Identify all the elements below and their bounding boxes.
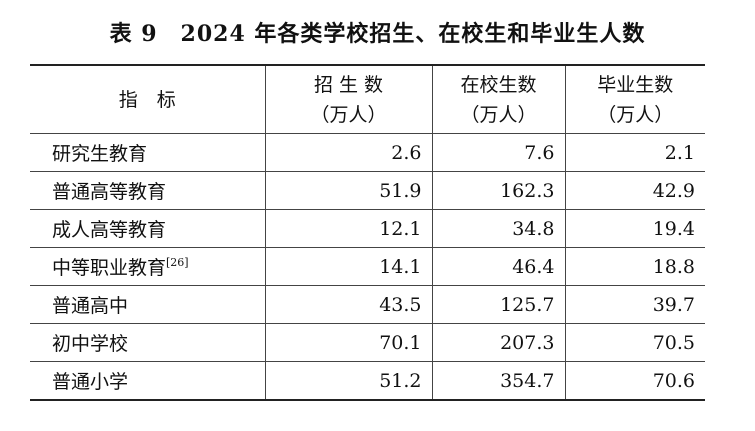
header-label: 招 生 数: [313, 73, 384, 96]
cell-value: 51.2: [264, 361, 433, 401]
row-label: 成人高等教育: [30, 209, 266, 248]
cell-value: 125.7: [431, 285, 566, 324]
data-table: 指 标 招 生 数 （万人） 在校生数 （万人） 毕业生数 （万人） 研究生教育 2.6 7.6…: [30, 64, 705, 401]
header-label: 毕业生数: [597, 73, 674, 96]
cell-value: 12.1: [264, 209, 433, 248]
row-name: 研究生教育: [52, 143, 148, 165]
row-name: 初中学校: [52, 333, 129, 355]
row-label: 普通高等教育: [30, 171, 266, 210]
cell-value: 14.1: [264, 247, 433, 286]
table-row: 普通高中 43.5 125.7 39.7: [30, 285, 705, 324]
cell-value: 2.1: [564, 133, 705, 172]
table-row: 成人高等教育 12.1 34.8 19.4: [30, 209, 705, 248]
row-name: 中等职业教育: [52, 257, 167, 279]
header-label: 在校生数: [460, 73, 537, 96]
column-header: 在校生数 （万人）: [431, 64, 566, 134]
row-name: 普通小学: [52, 371, 129, 393]
cell-value: 19.4: [564, 209, 705, 248]
table-row: 普通小学 51.2 354.7 70.6: [30, 361, 705, 401]
row-name: 普通高中: [52, 295, 129, 317]
cell-value: 42.9: [564, 171, 705, 210]
cell-value: 46.4: [431, 247, 566, 286]
column-header: 毕业生数 （万人）: [564, 64, 705, 134]
row-name: 普通高等教育: [52, 181, 167, 203]
cell-value: 70.6: [564, 361, 705, 401]
cell-value: 207.3: [431, 323, 566, 362]
row-label: 普通高中: [30, 285, 266, 324]
row-name: 成人高等教育: [52, 219, 167, 241]
column-header: 招 生 数 （万人）: [264, 64, 433, 134]
cell-value: 51.9: [264, 171, 433, 210]
header-unit: （万人）: [460, 103, 537, 126]
table-row: 研究生教育 2.6 7.6 2.1: [30, 133, 705, 172]
header-label: 指 标: [118, 88, 176, 111]
table-row: 中等职业教育[26] 14.1 46.4 18.8: [30, 247, 705, 286]
header-unit: （万人）: [310, 103, 387, 126]
header-unit: （万人）: [597, 103, 674, 126]
table-title: 表 9 2024 年各类学校招生、在校生和毕业生人数: [109, 21, 646, 47]
cell-value: 34.8: [431, 209, 566, 248]
row-label: 初中学校: [30, 323, 266, 362]
table-row: 初中学校 70.1 207.3 70.5: [30, 323, 705, 362]
cell-value: 70.5: [564, 323, 705, 362]
cell-value: 43.5: [264, 285, 433, 324]
column-header: 指 标: [30, 64, 266, 134]
cell-value: 70.1: [264, 323, 433, 362]
table-row: 普通高等教育 51.9 162.3 42.9: [30, 171, 705, 210]
row-label: 普通小学: [30, 361, 266, 401]
cell-value: 7.6: [431, 133, 566, 172]
row-label: 中等职业教育[26]: [30, 247, 266, 286]
footnote-ref: [26]: [166, 256, 189, 269]
cell-value: 2.6: [264, 133, 433, 172]
cell-value: 354.7: [431, 361, 566, 401]
header-row: 指 标 招 生 数 （万人） 在校生数 （万人） 毕业生数 （万人）: [30, 64, 705, 134]
row-label: 研究生教育: [30, 133, 266, 172]
cell-value: 162.3: [431, 171, 566, 210]
cell-value: 18.8: [564, 247, 705, 286]
cell-value: 39.7: [564, 285, 705, 324]
